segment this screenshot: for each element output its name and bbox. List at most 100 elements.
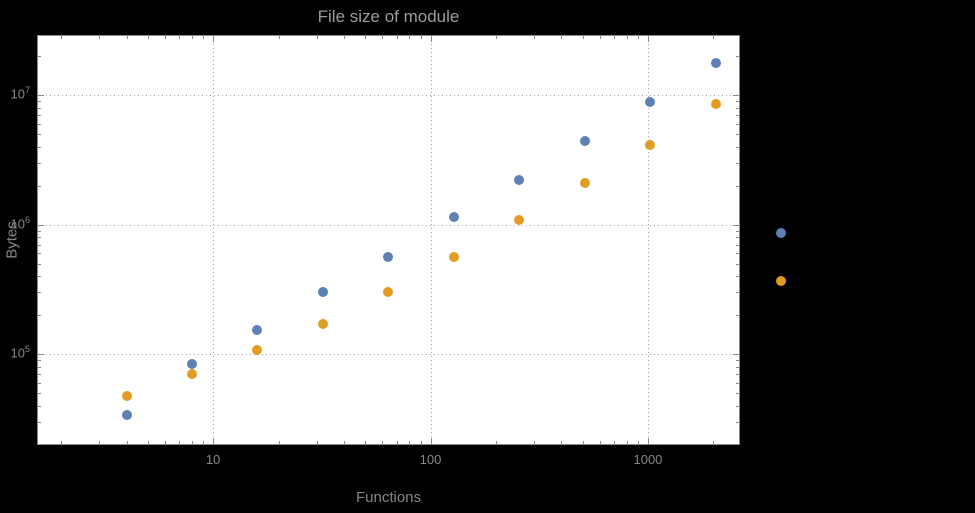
y-tick-label: 105 [10, 344, 30, 361]
y-gridline [38, 95, 739, 96]
y-tick-mark [38, 393, 41, 394]
x-tick-mark [165, 36, 166, 39]
y-tick-mark [38, 264, 41, 265]
data-point-series-orange [383, 287, 394, 298]
x-tick-mark [165, 441, 166, 444]
x-tick-mark [627, 441, 628, 444]
x-gridline [431, 36, 432, 444]
x-tick-mark [409, 36, 410, 39]
x-tick-mark [192, 36, 193, 39]
x-tick-label: 1000 [633, 452, 663, 467]
y-tick-mark [38, 115, 41, 116]
y-tick-mark [38, 315, 41, 316]
data-point-series-blue [252, 324, 263, 335]
plot-area [37, 35, 740, 445]
y-tick-mark [736, 124, 739, 125]
data-point-series-blue [514, 175, 525, 186]
x-tick-mark [627, 36, 628, 39]
data-point-series-orange [579, 177, 590, 188]
x-tick-mark [431, 36, 432, 42]
data-point-series-blue [383, 252, 394, 263]
y-tick-mark [38, 276, 41, 277]
x-tick-mark [99, 441, 100, 444]
x-tick-mark [127, 36, 128, 39]
y-tick-mark [736, 264, 739, 265]
y-tick-mark [38, 147, 41, 148]
data-point-series-orange [645, 140, 656, 151]
x-tick-mark [61, 441, 62, 444]
y-tick-mark [38, 253, 41, 254]
x-tick-mark [614, 36, 615, 39]
x-tick-label: 10 [205, 452, 221, 467]
x-tick-mark [421, 36, 422, 39]
x-tick-mark [397, 36, 398, 39]
y-tick-mark [38, 95, 44, 96]
y-tick-mark [38, 134, 41, 135]
chart-title: File size of module [317, 7, 460, 26]
y-tick-mark [736, 422, 739, 423]
y-tick-mark [38, 124, 41, 125]
x-tick-mark [317, 441, 318, 444]
y-tick-mark [736, 315, 739, 316]
x-tick-mark [203, 36, 204, 39]
y-gridline [38, 225, 739, 226]
x-tick-label: 100 [419, 452, 442, 467]
y-tick-mark [736, 147, 739, 148]
y-tick-mark [736, 360, 739, 361]
y-tick-mark [38, 354, 44, 355]
y-tick-mark [38, 422, 41, 423]
data-point-series-orange [186, 369, 197, 380]
y-tick-mark [38, 383, 41, 384]
x-gridline [213, 36, 214, 444]
x-tick-mark [561, 441, 562, 444]
x-tick-mark [614, 441, 615, 444]
y-tick-mark [736, 245, 739, 246]
data-point-series-orange [317, 319, 328, 330]
x-tick-mark [279, 441, 280, 444]
x-tick-mark [382, 36, 383, 39]
y-tick-mark [736, 276, 739, 277]
x-tick-mark [365, 441, 366, 444]
x-tick-mark [213, 438, 214, 444]
x-tick-mark [648, 36, 649, 42]
y-tick-mark [733, 225, 739, 226]
y-tick-mark [733, 354, 739, 355]
x-tick-mark [179, 441, 180, 444]
x-tick-mark [638, 441, 639, 444]
y-tick-mark [38, 237, 41, 238]
x-tick-mark [561, 36, 562, 39]
x-tick-mark [99, 36, 100, 39]
y-tick-mark [736, 163, 739, 164]
y-tick-mark [38, 108, 41, 109]
y-tick-mark [38, 163, 41, 164]
y-tick-mark [736, 237, 739, 238]
data-point-series-blue [579, 136, 590, 147]
y-tick-mark [736, 292, 739, 293]
data-point-series-orange [776, 275, 787, 286]
y-gridline [38, 354, 739, 355]
x-tick-mark [409, 441, 410, 444]
y-tick-mark [736, 56, 739, 57]
y-tick-mark [736, 406, 739, 407]
data-point-series-blue [186, 358, 197, 369]
y-tick-mark [736, 108, 739, 109]
x-tick-mark [317, 36, 318, 39]
y-tick-mark [736, 374, 739, 375]
y-tick-mark [38, 56, 41, 57]
y-tick-mark [736, 393, 739, 394]
y-tick-mark [736, 186, 739, 187]
x-tick-mark [600, 441, 601, 444]
data-point-series-blue [710, 58, 721, 69]
data-point-series-blue [448, 211, 459, 222]
x-tick-mark [421, 441, 422, 444]
x-tick-mark [600, 36, 601, 39]
data-point-series-orange [121, 390, 132, 401]
x-tick-mark [713, 36, 714, 39]
x-tick-mark [638, 36, 639, 39]
x-tick-mark [365, 36, 366, 39]
data-point-series-orange [710, 99, 721, 110]
y-tick-mark [736, 134, 739, 135]
